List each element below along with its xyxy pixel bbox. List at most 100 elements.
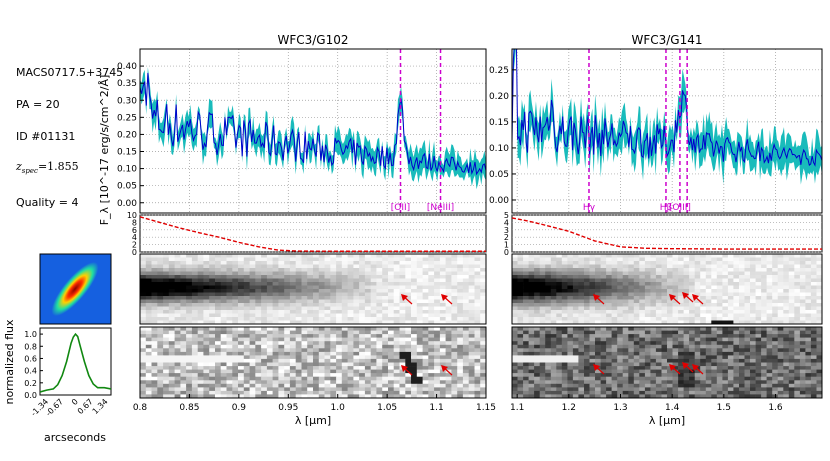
pixel	[523, 257, 529, 262]
pixel	[777, 362, 784, 367]
pixel	[512, 289, 518, 293]
pixel	[700, 254, 707, 258]
pixel	[716, 327, 723, 331]
pixel	[451, 358, 458, 363]
pixel	[788, 261, 795, 265]
pixel	[705, 313, 712, 318]
pixel	[359, 317, 366, 321]
pixel	[278, 285, 285, 290]
pixel	[539, 320, 546, 325]
pixel	[595, 292, 601, 297]
pixel	[722, 334, 729, 338]
pixel	[810, 355, 817, 360]
pixel	[140, 275, 147, 279]
pixel	[683, 344, 690, 349]
pixel	[336, 296, 343, 300]
pixel	[249, 327, 256, 331]
pixel	[197, 351, 204, 356]
pixel	[474, 282, 481, 286]
pixel	[353, 348, 360, 353]
pixel	[722, 362, 729, 367]
pixel	[151, 330, 158, 335]
pixel	[628, 303, 635, 307]
pixel	[578, 362, 585, 367]
pixel	[399, 341, 406, 346]
pixel	[145, 257, 152, 262]
pixel	[405, 334, 412, 338]
pixel	[644, 303, 651, 307]
pixel	[633, 380, 640, 385]
pixel	[545, 268, 552, 272]
pixel	[644, 317, 651, 321]
pixel	[567, 366, 574, 370]
pixel	[545, 327, 552, 331]
pixel	[683, 285, 690, 290]
pixel	[445, 257, 452, 262]
pixel	[272, 369, 279, 374]
pixel	[810, 268, 817, 272]
pixel	[799, 348, 806, 353]
pixel	[589, 285, 596, 290]
pixel	[416, 275, 423, 279]
pixel	[517, 366, 524, 370]
pixel	[799, 292, 806, 297]
pixel	[528, 383, 535, 388]
pixel	[341, 310, 348, 314]
pixel	[550, 387, 557, 392]
pixel	[755, 292, 762, 297]
pixel	[318, 355, 325, 360]
pixel	[766, 271, 773, 276]
pixel	[180, 320, 187, 325]
pixel	[672, 394, 679, 399]
pixel	[376, 310, 383, 314]
series-flux-line	[140, 72, 486, 176]
pixel	[359, 387, 366, 392]
pixel	[393, 268, 400, 272]
pixel	[727, 373, 734, 377]
pixel	[539, 306, 546, 311]
pixel	[445, 358, 452, 363]
pixel	[445, 313, 452, 318]
pixel	[428, 254, 435, 258]
pixel	[428, 296, 435, 300]
pixel	[318, 373, 325, 377]
pixel	[468, 299, 475, 304]
pixel	[561, 299, 568, 304]
pixel	[606, 317, 612, 321]
pixel	[226, 292, 233, 297]
pixel	[289, 320, 297, 325]
pixel	[534, 261, 540, 265]
pixel	[186, 383, 193, 388]
pixel	[249, 330, 256, 335]
pixel	[197, 394, 204, 399]
pixel	[278, 289, 285, 293]
pixel	[238, 289, 245, 293]
pixel	[434, 366, 441, 370]
pixel	[567, 390, 574, 395]
pixel	[722, 306, 729, 311]
pixel	[639, 296, 646, 300]
pixel	[661, 264, 668, 269]
pixel	[330, 299, 337, 304]
pixel	[468, 317, 475, 321]
pixel	[727, 394, 734, 399]
pixel	[157, 264, 164, 269]
pixel	[606, 383, 612, 388]
pixel	[534, 394, 540, 399]
pixel	[370, 383, 377, 388]
pixel	[330, 310, 337, 314]
pixel	[480, 285, 487, 290]
pixel	[393, 310, 400, 314]
pixel	[307, 271, 314, 276]
pixel	[220, 264, 227, 269]
pixel	[249, 373, 256, 377]
pixel	[416, 306, 423, 311]
pixel	[595, 317, 601, 321]
pixel	[364, 257, 372, 262]
pixel	[794, 303, 801, 307]
pixel	[163, 341, 170, 346]
pixel	[191, 351, 199, 356]
pixel	[405, 282, 412, 286]
pixel	[416, 264, 423, 269]
pixel	[600, 366, 607, 370]
